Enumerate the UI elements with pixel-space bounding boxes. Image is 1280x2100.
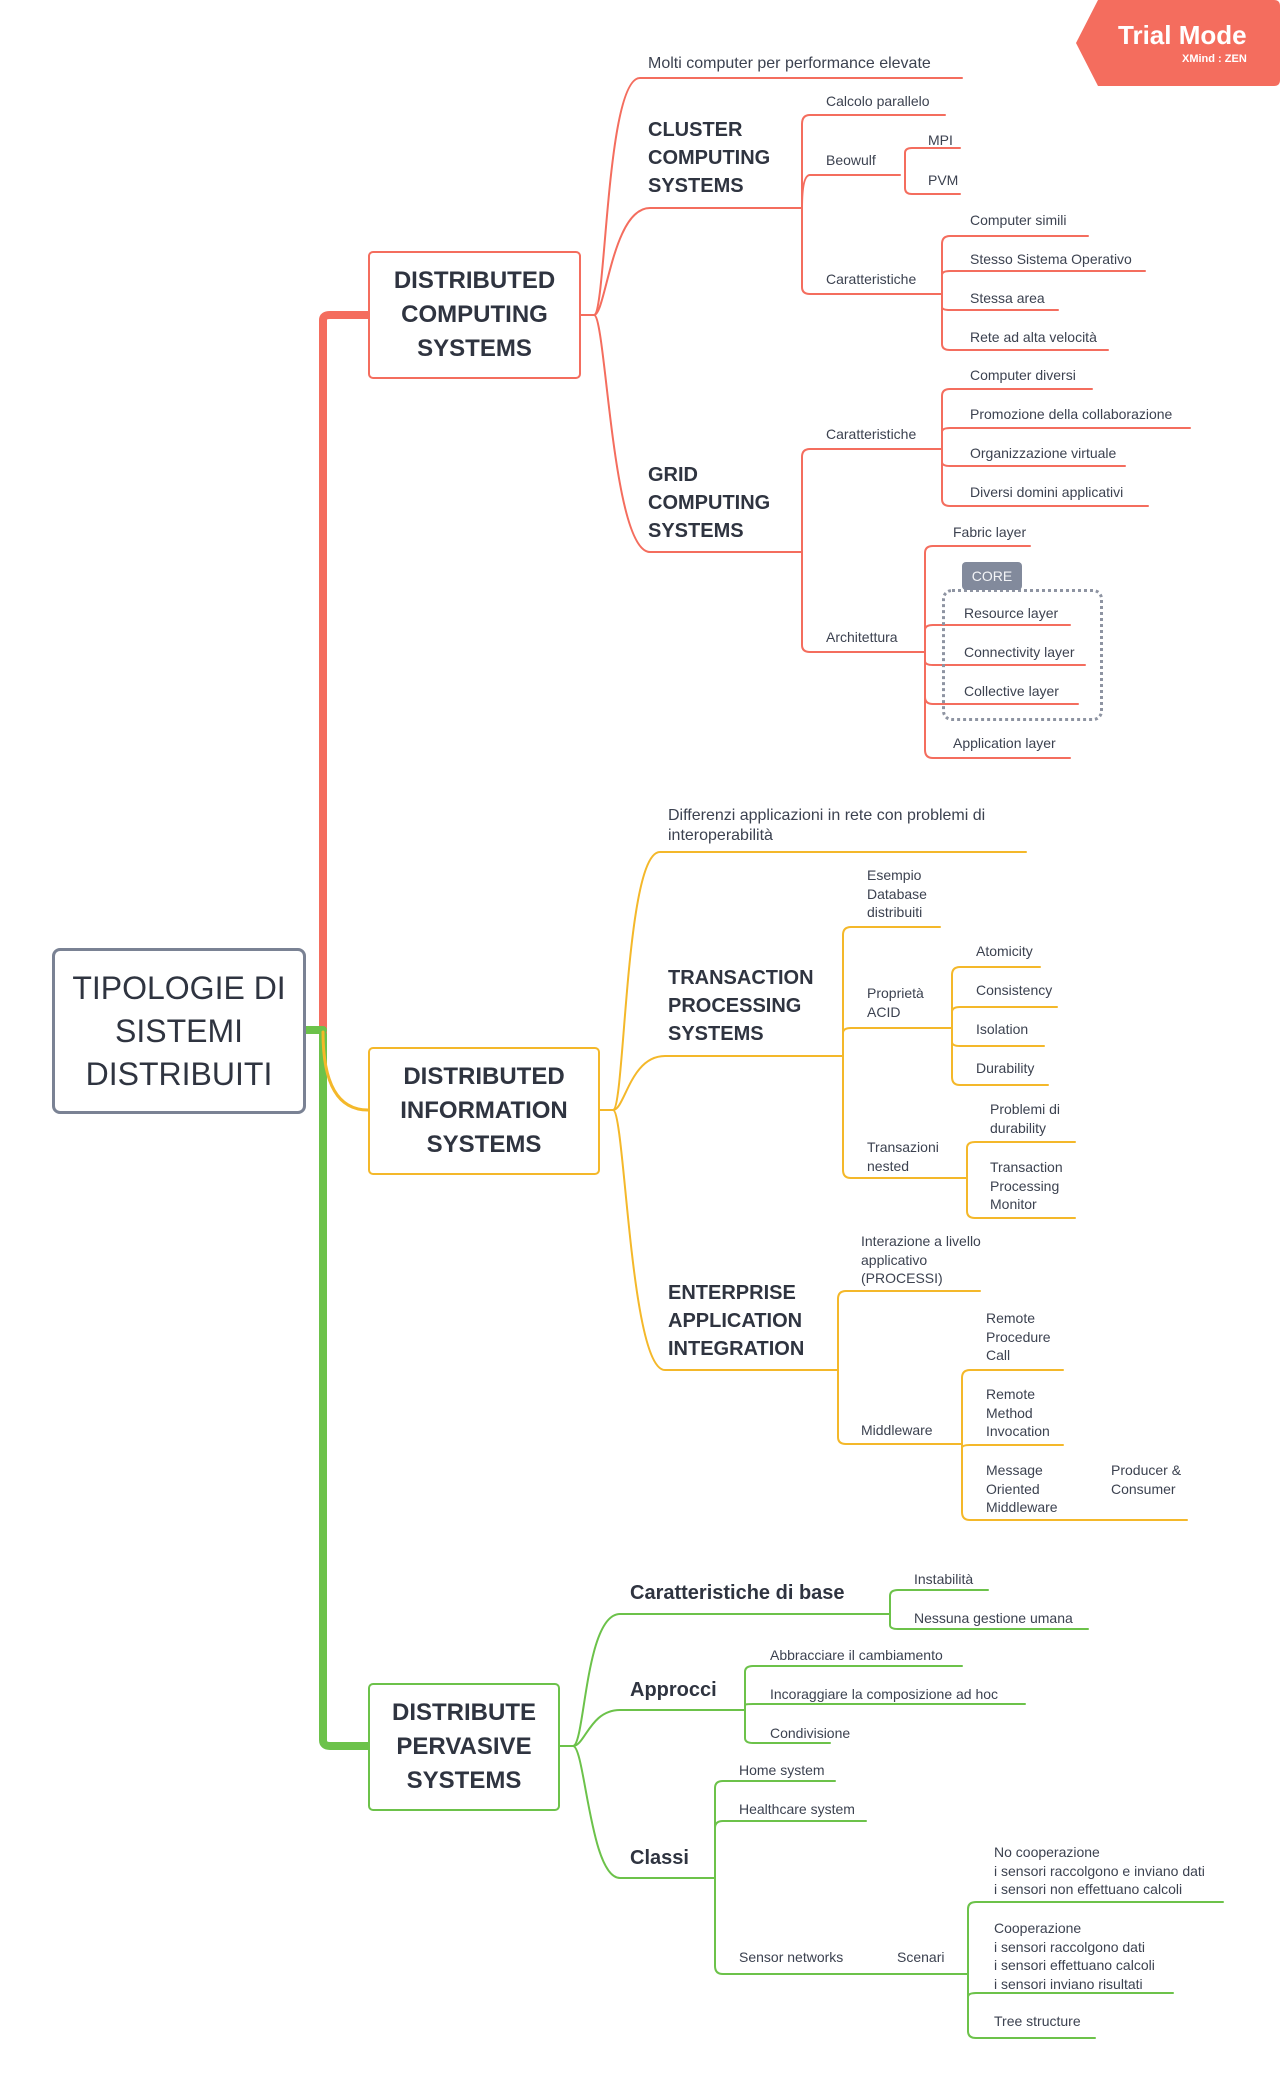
topic-rmi[interactable]: Remote Method Invocation — [986, 1386, 1050, 1439]
topic-incoraggiare[interactable]: Incoraggiare la composizione ad hoc — [770, 1686, 999, 1702]
subtopic-eai[interactable]: ENTERPRISE APPLICATION INTEGRATION — [668, 1282, 805, 1360]
topic-application-layer[interactable]: Application layer — [953, 735, 1056, 751]
topic-caratteristiche-grid[interactable]: Caratteristiche — [826, 426, 917, 442]
topic-computer-diversi[interactable]: Computer diversi — [970, 367, 1076, 383]
topic-connectivity-layer[interactable]: Connectivity layer — [964, 644, 1075, 660]
xmind-zen-label: XMind : ZEN — [1182, 53, 1247, 65]
topic-instabilita[interactable]: Instabilità — [914, 1571, 974, 1587]
topic-condivisione[interactable]: Condivisione — [770, 1725, 851, 1741]
topic-sensor-networks[interactable]: Sensor networks — [739, 1949, 844, 1965]
topic-calcolo-parallelo[interactable]: Calcolo parallelo — [826, 93, 930, 109]
topic-durability[interactable]: Durability — [976, 1060, 1035, 1076]
subtopic-tps[interactable]: TRANSACTION PROCESSING SYSTEMS — [668, 967, 814, 1045]
topic-interazione-applicativo[interactable]: Interazione a livello applicativo (PROCE… — [861, 1233, 981, 1286]
core-label[interactable]: CORE — [962, 562, 1022, 590]
topic-resource-layer[interactable]: Resource layer — [964, 605, 1059, 621]
topic-no-cooperazione[interactable]: No cooperazione i sensori raccolgono e i… — [994, 1844, 1205, 1897]
topic-stesso-so[interactable]: Stesso Sistema Operativo — [970, 251, 1132, 267]
topic-atomicity[interactable]: Atomicity — [976, 943, 1033, 959]
topic-rpc[interactable]: Remote Procedure Call — [986, 1310, 1051, 1363]
topic-mom[interactable]: Message Oriented Middleware — [986, 1462, 1058, 1515]
topic-esempio-db[interactable]: Esempio Database distribuiti — [867, 867, 927, 920]
topic-producer-consumer[interactable]: Producer & Consumer — [1111, 1462, 1182, 1497]
topic-scenari[interactable]: Scenari — [897, 1949, 945, 1965]
subtopic-classi[interactable]: Classi — [630, 1847, 689, 1869]
topic-fabric-layer[interactable]: Fabric layer — [953, 524, 1027, 540]
topic-rete-alta-velocita[interactable]: Rete ad alta velocità — [970, 329, 1097, 345]
branch-distributed-information[interactable]: DISTRIBUTED INFORMATION SYSTEMS — [368, 1047, 600, 1175]
topic-healthcare-system[interactable]: Healthcare system — [739, 1801, 855, 1817]
topic-caratteristiche-cluster[interactable]: Caratteristiche — [826, 271, 917, 287]
branch-distributed-computing[interactable]: DISTRIBUTED COMPUTING SYSTEMS — [368, 251, 581, 379]
trial-mode-label: Trial Mode — [1118, 20, 1247, 50]
topic-abbracciare[interactable]: Abbracciare il cambiamento — [770, 1647, 943, 1663]
topic-pvm[interactable]: PVM — [928, 172, 959, 188]
topic-stessa-area[interactable]: Stessa area — [970, 290, 1045, 306]
topic-promozione-collaborazione[interactable]: Promozione della collaborazione — [970, 406, 1173, 422]
topic-consistency[interactable]: Consistency — [976, 982, 1053, 998]
subtopic-grid[interactable]: GRID COMPUTING SYSTEMS — [648, 464, 771, 542]
subtopic-caratteristiche-base[interactable]: Caratteristiche di base — [630, 1582, 845, 1604]
topic-home-system[interactable]: Home system — [739, 1762, 825, 1778]
topic-diversi-domini[interactable]: Diversi domini applicativi — [970, 484, 1124, 500]
topic-problemi-durability[interactable]: Problemi di durability — [990, 1101, 1061, 1136]
topic-middleware[interactable]: Middleware — [861, 1422, 933, 1438]
topic-organizzazione-virtuale[interactable]: Organizzazione virtuale — [970, 445, 1117, 461]
core-boundary — [942, 589, 1103, 721]
root-topic[interactable]: TIPOLOGIE DI SISTEMI DISTRIBUITI — [52, 948, 306, 1114]
subtopic-cluster[interactable]: CLUSTER COMPUTING SYSTEMS — [648, 119, 771, 197]
topic-tree-structure[interactable]: Tree structure — [994, 2013, 1081, 2029]
topic-differenze[interactable]: Differenzi applicazioni in rete con prob… — [668, 807, 986, 844]
topic-architettura[interactable]: Architettura — [826, 629, 898, 645]
topic-molti-computer[interactable]: Molti computer per performance elevate — [648, 55, 931, 72]
topic-cooperazione[interactable]: Cooperazione i sensori raccolgono dati i… — [994, 1920, 1155, 1992]
topic-tp-monitor[interactable]: Transaction Processing Monitor — [990, 1159, 1063, 1212]
topic-transazioni-nested[interactable]: Transazioni nested — [867, 1139, 939, 1174]
topic-collective-layer[interactable]: Collective layer — [964, 683, 1059, 699]
topic-computer-simili[interactable]: Computer simili — [970, 212, 1067, 228]
topic-proprieta-acid[interactable]: Proprietà ACID — [867, 985, 924, 1020]
branch-distributed-pervasive[interactable]: DISTRIBUTE PERVASIVE SYSTEMS — [368, 1683, 560, 1811]
topic-isolation[interactable]: Isolation — [976, 1021, 1029, 1037]
topic-mpi[interactable]: MPI — [928, 132, 953, 148]
topic-beowulf[interactable]: Beowulf — [826, 152, 876, 168]
topic-nessuna-gestione[interactable]: Nessuna gestione umana — [914, 1610, 1073, 1626]
trial-mode-badge[interactable] — [1076, 0, 1280, 86]
subtopic-approcci[interactable]: Approcci — [630, 1679, 717, 1701]
